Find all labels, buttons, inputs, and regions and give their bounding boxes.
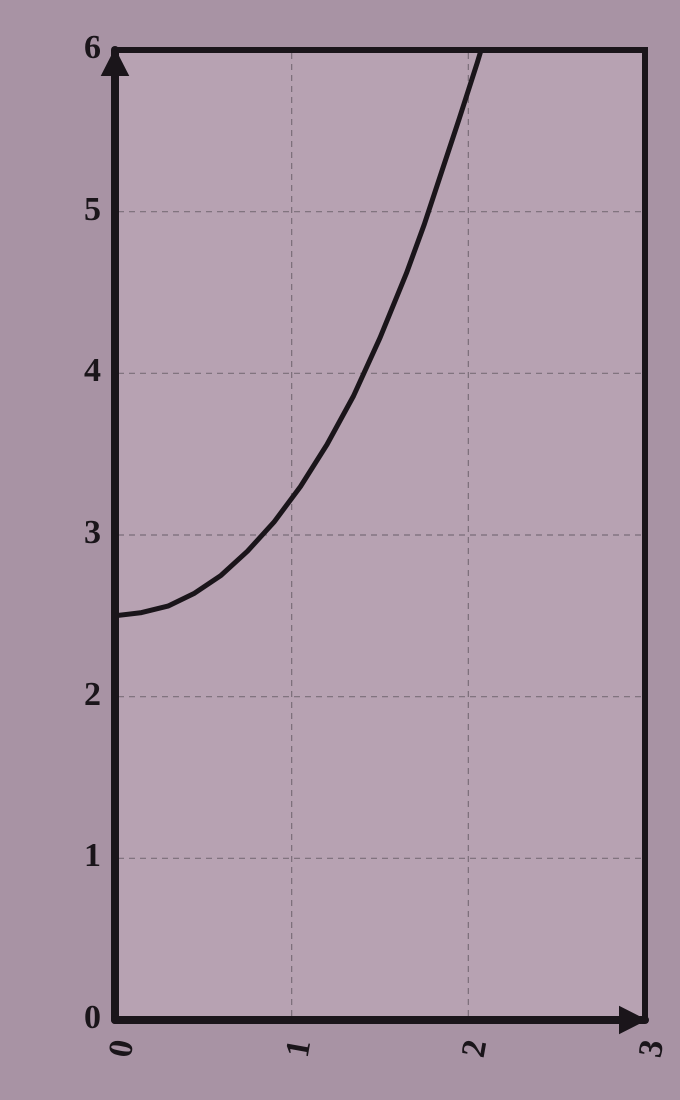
chart-svg — [0, 0, 680, 1100]
chart: 01234560123 — [0, 0, 680, 1100]
plot-area — [115, 50, 645, 1020]
y-tick-label: 1 — [84, 837, 101, 875]
y-tick-label: 0 — [84, 999, 101, 1037]
y-tick-label: 4 — [84, 352, 101, 390]
y-tick-label: 6 — [84, 29, 101, 67]
y-tick-label: 3 — [84, 514, 101, 552]
page: 01234560123 — [0, 0, 680, 1100]
y-tick-label: 2 — [84, 676, 101, 714]
y-tick-label: 5 — [84, 191, 101, 229]
